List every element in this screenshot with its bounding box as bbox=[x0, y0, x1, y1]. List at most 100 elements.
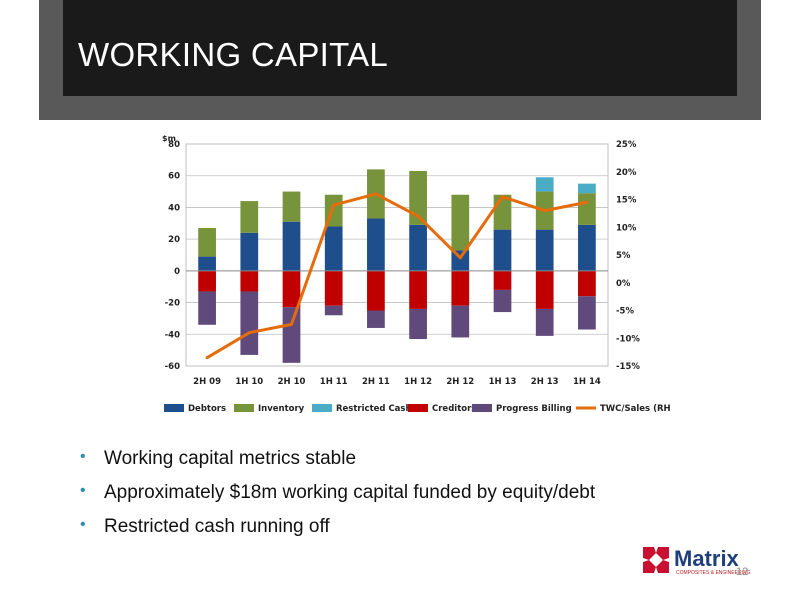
bar-segment bbox=[240, 232, 259, 271]
bullet-text: Approximately $18m working capital funde… bbox=[104, 482, 596, 503]
legend-swatch bbox=[472, 404, 492, 412]
bullet-list: • Working capital metrics stable • Approxi… bbox=[78, 448, 595, 550]
page-number: 12 bbox=[736, 566, 749, 578]
twc-sales-point bbox=[585, 200, 589, 204]
bar-segment bbox=[535, 308, 554, 336]
working-capital-chart: 80 60 40 20 0 -20 -40 -60 $m 25% 20% 15% 10% 5% 0% -5% -… bbox=[162, 134, 670, 414]
bar-segment bbox=[198, 291, 216, 325]
bullet-item: • Restricted cash running off bbox=[78, 516, 595, 550]
legend-swatch bbox=[312, 404, 332, 412]
bar-segment bbox=[198, 256, 216, 271]
x-tick-label: 2H 13 bbox=[531, 377, 559, 387]
x-tick-label: 2H 09 bbox=[193, 377, 221, 387]
y-tick-label: -40 bbox=[165, 330, 180, 340]
x-tick-label: 1H 14 bbox=[573, 377, 601, 387]
bar-segment bbox=[493, 289, 512, 313]
bar-segment bbox=[367, 270, 385, 311]
y2-tick-label: 20% bbox=[616, 168, 637, 178]
x-tick-label: 2H 10 bbox=[278, 377, 306, 387]
bar-segment bbox=[535, 229, 554, 271]
twc-sales-line bbox=[206, 192, 588, 359]
logo-mark-icon bbox=[643, 547, 669, 573]
twc-sales-point bbox=[205, 356, 209, 360]
bar-segment bbox=[578, 224, 596, 271]
y-tick-label: -60 bbox=[165, 362, 180, 372]
bar-segment bbox=[535, 177, 554, 192]
legend-swatch bbox=[234, 404, 254, 412]
bullet-text: Restricted cash running off bbox=[104, 516, 330, 537]
bar-segment bbox=[282, 221, 301, 271]
y2-tick-label: -10% bbox=[616, 334, 640, 344]
bar-segment bbox=[535, 270, 554, 309]
x-tick-label: 1H 11 bbox=[320, 377, 348, 387]
legend-label: Inventory bbox=[258, 404, 305, 414]
bullet-item: • Working capital metrics stable bbox=[78, 448, 595, 482]
y2-tick-label: 15% bbox=[616, 196, 637, 206]
x-tick-label: 2H 12 bbox=[446, 377, 474, 387]
bar-segment bbox=[578, 193, 596, 225]
bullet-icon: • bbox=[80, 516, 86, 533]
bullet-item: • Approximately $18m working capital fund… bbox=[78, 482, 595, 516]
bar-segment bbox=[324, 226, 343, 271]
bullet-icon: • bbox=[80, 448, 86, 465]
twc-sales-point bbox=[501, 195, 504, 199]
bar-segment bbox=[240, 291, 259, 355]
logo-tagline: COMPOSITES & ENGINEERING bbox=[676, 570, 751, 576]
y-tick-label: 20 bbox=[168, 235, 180, 245]
bar-segment bbox=[578, 183, 596, 194]
bar-segment bbox=[409, 224, 427, 271]
legend-label: TWC/Sales (RHS) bbox=[600, 404, 670, 414]
x-tick-label: 1H 12 bbox=[404, 377, 432, 387]
twc-sales-point bbox=[374, 192, 378, 196]
twc-sales-point bbox=[458, 256, 462, 260]
y2-tick-label: 25% bbox=[616, 140, 637, 150]
x-tick-label: 2H 11 bbox=[362, 377, 390, 387]
bullet-icon: • bbox=[80, 482, 86, 499]
y2-tick-label: 10% bbox=[616, 223, 637, 233]
twc-sales-point bbox=[543, 209, 547, 213]
y-tick-label: -20 bbox=[165, 299, 180, 309]
bar-segment bbox=[282, 270, 301, 308]
bar-segment bbox=[493, 270, 512, 290]
matrix-logo: Matrix COMPOSITES & ENGINEERING bbox=[640, 544, 750, 578]
logo-wordmark: Matrix bbox=[674, 546, 739, 571]
bar-segment bbox=[578, 296, 596, 330]
legend-swatch bbox=[164, 404, 184, 412]
y2-tick-label: 0% bbox=[616, 279, 631, 289]
twc-sales-point bbox=[416, 214, 420, 218]
legend-label: Creditors bbox=[432, 404, 476, 414]
x-tick-label: 1H 13 bbox=[489, 377, 517, 387]
bar-segment bbox=[367, 218, 385, 271]
y-axis-label: $m bbox=[162, 134, 176, 143]
y-tick-label: 80 bbox=[168, 140, 180, 150]
legend-label: Restricted Cash bbox=[336, 404, 412, 414]
y-tick-label: 60 bbox=[168, 172, 180, 182]
bar-segment bbox=[198, 228, 216, 257]
slide-title: WORKING CAPITAL bbox=[78, 36, 389, 73]
bar-segment bbox=[409, 270, 427, 309]
bar-segment bbox=[578, 270, 596, 297]
x-tick-label: 1H 10 bbox=[235, 377, 263, 387]
y2-tick-label: -5% bbox=[616, 307, 634, 317]
bar-segment bbox=[451, 270, 470, 306]
bar-segment bbox=[240, 270, 259, 292]
y-tick-label: 0 bbox=[174, 267, 180, 277]
y2-tick-label: -15% bbox=[616, 362, 640, 372]
bar-segment bbox=[451, 305, 470, 338]
twc-sales-point bbox=[332, 203, 336, 207]
bar-segment bbox=[409, 170, 427, 225]
y2-tick-label: 5% bbox=[616, 251, 631, 261]
legend-label: Debtors bbox=[188, 404, 226, 414]
twc-sales-point bbox=[290, 322, 293, 326]
bar-segment bbox=[451, 194, 470, 251]
bar-segment bbox=[240, 201, 259, 233]
legend-label: Progress Billing bbox=[496, 404, 572, 414]
bar-segment bbox=[324, 305, 343, 316]
twc-sales-point bbox=[247, 331, 251, 335]
bar-segment bbox=[409, 308, 427, 340]
legend-swatch bbox=[408, 404, 428, 412]
title-bar bbox=[63, 0, 737, 96]
bar-segment bbox=[493, 229, 512, 271]
bar-segment bbox=[324, 270, 343, 306]
bar-segment bbox=[367, 310, 385, 328]
